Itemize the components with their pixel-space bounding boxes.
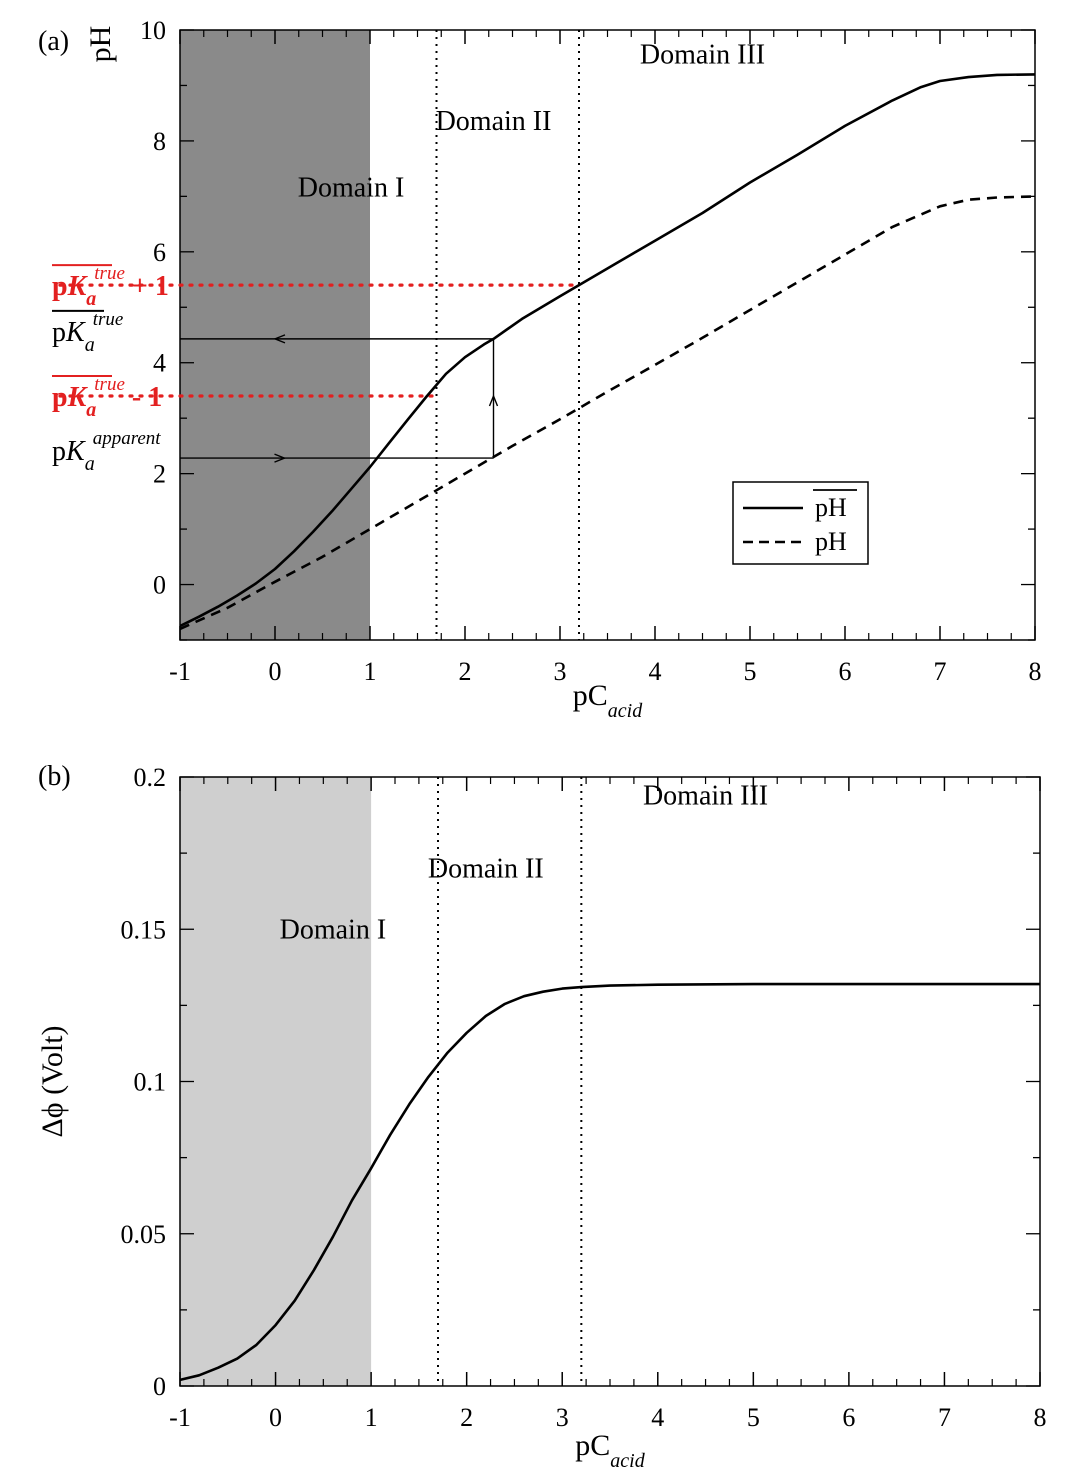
- x-tick-label: 3: [554, 657, 567, 686]
- y-tick-label: 0.15: [121, 915, 167, 944]
- panel-label: (a): [38, 26, 69, 57]
- pka-sup: true: [93, 309, 124, 330]
- x-tick-label: 2: [460, 1403, 473, 1432]
- x-tick-label: -1: [169, 657, 191, 686]
- series-line-ph-bar: [179, 73, 1036, 628]
- y-tick-label: 10: [140, 16, 166, 45]
- x-tick-label: 5: [744, 657, 757, 686]
- x-tick-label: 8: [1029, 657, 1042, 686]
- x-tick-label: 1: [364, 657, 377, 686]
- y-tick-label: 0.05: [121, 1220, 167, 1249]
- domain-label: Domain I: [280, 914, 387, 945]
- x-tick-label: 6: [839, 657, 852, 686]
- pka-p: p: [52, 317, 66, 348]
- domain-label: Domain II: [428, 853, 544, 884]
- x-tick-label: 8: [1034, 1403, 1047, 1432]
- x-tick-label: 2: [459, 657, 472, 686]
- x-tick-label: 7: [938, 1403, 951, 1432]
- x-tick-label: -1: [169, 1403, 191, 1432]
- legend-label: pH: [815, 527, 847, 556]
- pka-annotation: pKa true - 1: [52, 374, 162, 421]
- x-tick-label: 0: [269, 657, 282, 686]
- panel-a: -1 0 1 2 3 4 5 6 7 8 0 2 4 6 8 10 (a) pCacid pH Domain I Dom…: [38, 16, 1042, 722]
- y-axis-title: pH: [84, 26, 117, 63]
- pka-sub: a: [86, 288, 96, 310]
- panel-label: (b): [38, 761, 71, 792]
- domain-label: Domain III: [640, 39, 765, 70]
- pka-tail: - 1: [125, 382, 162, 413]
- x-tick-label: 3: [556, 1403, 569, 1432]
- series-line-ph: [179, 195, 1036, 631]
- pka-k: K: [67, 382, 89, 413]
- y-tick-label: 2: [153, 460, 166, 489]
- domain-label: Domain I: [298, 172, 405, 203]
- arrow-head: [274, 453, 287, 463]
- arrow-head: [488, 394, 499, 407]
- x-axis-title-sub: acid: [608, 700, 643, 722]
- y-tick-label: 8: [153, 127, 166, 156]
- x-tick-label: 7: [934, 657, 947, 686]
- domain-label: Domain II: [436, 106, 552, 137]
- pka-k: K: [65, 317, 86, 348]
- y-tick-label: 4: [153, 349, 166, 378]
- x-tick-label: 6: [842, 1403, 855, 1432]
- pka-annotation: pKa true + 1: [52, 263, 169, 310]
- x-tick-label: 0: [269, 1403, 282, 1432]
- pka-k: K: [67, 271, 89, 302]
- pka-tail: + 1: [125, 271, 169, 302]
- y-axis-title: Δϕ (Volt): [36, 1025, 69, 1137]
- y-tick-label: 0: [153, 1372, 166, 1401]
- x-axis-title-sub: acid: [610, 1450, 645, 1472]
- pka-sup: true: [94, 374, 125, 395]
- pka-annotation: pKa apparent: [52, 428, 161, 475]
- pka-sub: a: [86, 399, 96, 421]
- domain-i-shading: [180, 777, 372, 1386]
- pka-p: p: [52, 436, 66, 467]
- pka-sup: apparent: [93, 428, 162, 449]
- pka-sup: true: [94, 263, 125, 284]
- legend-label: pH: [815, 493, 847, 522]
- pka-sub: a: [85, 334, 95, 356]
- x-axis-title-main: pC: [573, 679, 608, 712]
- y-tick-label: 0.1: [134, 1068, 167, 1097]
- domain-label: Domain III: [643, 780, 768, 811]
- x-axis-title: pCacid: [575, 1429, 645, 1472]
- y-tick-label: 0.2: [134, 763, 167, 792]
- pka-p: p: [52, 382, 68, 413]
- legend-box: [732, 481, 869, 565]
- x-tick-label: 1: [365, 1403, 378, 1432]
- x-axis-title-main: pC: [575, 1429, 610, 1462]
- series-line-ph-bar: [179, 982, 1040, 1382]
- x-tick-label: 4: [651, 1403, 664, 1432]
- pka-annotation: pKa true: [52, 309, 123, 356]
- x-axis-title: pCacid: [573, 679, 643, 722]
- x-tick-label: 4: [649, 657, 662, 686]
- pka-p: p: [52, 271, 68, 302]
- arrow-head: [273, 334, 286, 344]
- domain-i-shading: [180, 30, 370, 640]
- pka-k: K: [65, 436, 86, 467]
- pka-sub: a: [85, 453, 95, 475]
- y-tick-label: 0: [153, 571, 166, 600]
- y-tick-label: 6: [153, 238, 166, 267]
- x-tick-label: 5: [747, 1403, 760, 1432]
